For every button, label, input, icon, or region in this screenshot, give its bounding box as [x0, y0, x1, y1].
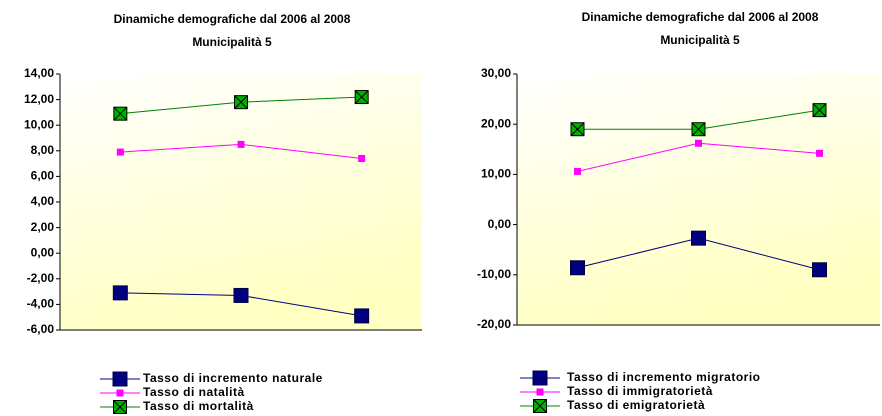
marker — [536, 388, 544, 396]
marker — [358, 154, 366, 162]
chart-title: Dinamiche demografiche dal 2006 al 2008 — [114, 12, 351, 26]
marker-cross — [691, 122, 706, 137]
marker — [354, 308, 370, 324]
marker-cross — [812, 103, 827, 117]
y-tick-label: 0,00 — [488, 217, 512, 231]
y-tick-label: 4,00 — [31, 194, 55, 208]
chart-subtitle: Municipalità 5 — [660, 33, 740, 47]
y-tick-label: -20,00 — [477, 317, 511, 331]
series — [574, 139, 823, 175]
marker — [695, 139, 702, 147]
marker — [533, 399, 547, 413]
series — [570, 103, 827, 137]
legend-label: Tasso di emigratorietà — [567, 398, 705, 412]
series — [113, 90, 369, 121]
legend-entry: Tasso di natalità — [100, 385, 245, 399]
marker-cross — [113, 400, 127, 414]
y-tick-label: -2,00 — [27, 271, 55, 285]
marker — [237, 140, 245, 148]
legend-entry: Tasso di incremento naturale — [100, 371, 323, 387]
marker — [112, 285, 128, 301]
marker — [233, 287, 249, 303]
marker — [816, 149, 823, 157]
marker-cross — [234, 95, 248, 110]
marker — [570, 122, 585, 137]
legend-label: Tasso di incremento naturale — [143, 371, 323, 385]
series — [570, 230, 827, 278]
y-tick-label: -4,00 — [27, 297, 55, 311]
marker — [113, 400, 127, 414]
marker — [812, 262, 827, 278]
y-tick-label: 0,00 — [31, 245, 55, 259]
y-tick-label: 14,00 — [24, 66, 54, 80]
marker — [234, 95, 248, 110]
marker — [574, 167, 581, 175]
marker — [532, 370, 548, 386]
y-tick-label: 30,00 — [481, 66, 511, 80]
marker — [354, 90, 369, 105]
y-tick-label: 6,00 — [31, 169, 55, 183]
marker-cross — [354, 90, 369, 104]
marker-cross — [533, 399, 547, 413]
y-tick-label: 20,00 — [481, 116, 511, 130]
y-tick-label: 2,00 — [31, 220, 55, 234]
marker — [570, 260, 585, 276]
legend-label: Tasso di natalità — [143, 385, 245, 399]
marker-cross — [113, 106, 128, 121]
series — [116, 140, 366, 162]
marker — [691, 230, 706, 246]
legend-entry: Tasso di emigratorietà — [520, 398, 705, 413]
marker — [116, 148, 124, 156]
legend-entry: Tasso di immigratorietà — [520, 384, 713, 398]
series — [112, 285, 370, 324]
y-tick-label: 10,00 — [481, 167, 511, 181]
legend-label: Tasso di immigratorietà — [567, 384, 713, 398]
chart-subtitle: Municipalità 5 — [192, 35, 272, 49]
legend-entry: Tasso di mortalità — [100, 399, 254, 414]
marker-cross — [570, 122, 585, 137]
marker — [112, 371, 128, 387]
chart-title: Dinamiche demografiche dal 2006 al 2008 — [582, 10, 819, 24]
legend-label: Tasso di mortalità — [143, 399, 254, 413]
y-tick-label: -10,00 — [477, 267, 511, 281]
y-tick-label: 10,00 — [24, 117, 54, 131]
marker — [113, 106, 128, 121]
y-tick-label: -6,00 — [27, 322, 55, 336]
marker — [116, 389, 124, 397]
y-tick-label: 12,00 — [24, 92, 54, 106]
legend-label: Tasso di incremento migratorio — [567, 370, 760, 384]
legend-entry: Tasso di incremento migratorio — [520, 370, 760, 386]
y-tick-label: 8,00 — [31, 143, 55, 157]
marker — [691, 122, 706, 137]
marker — [812, 103, 827, 118]
